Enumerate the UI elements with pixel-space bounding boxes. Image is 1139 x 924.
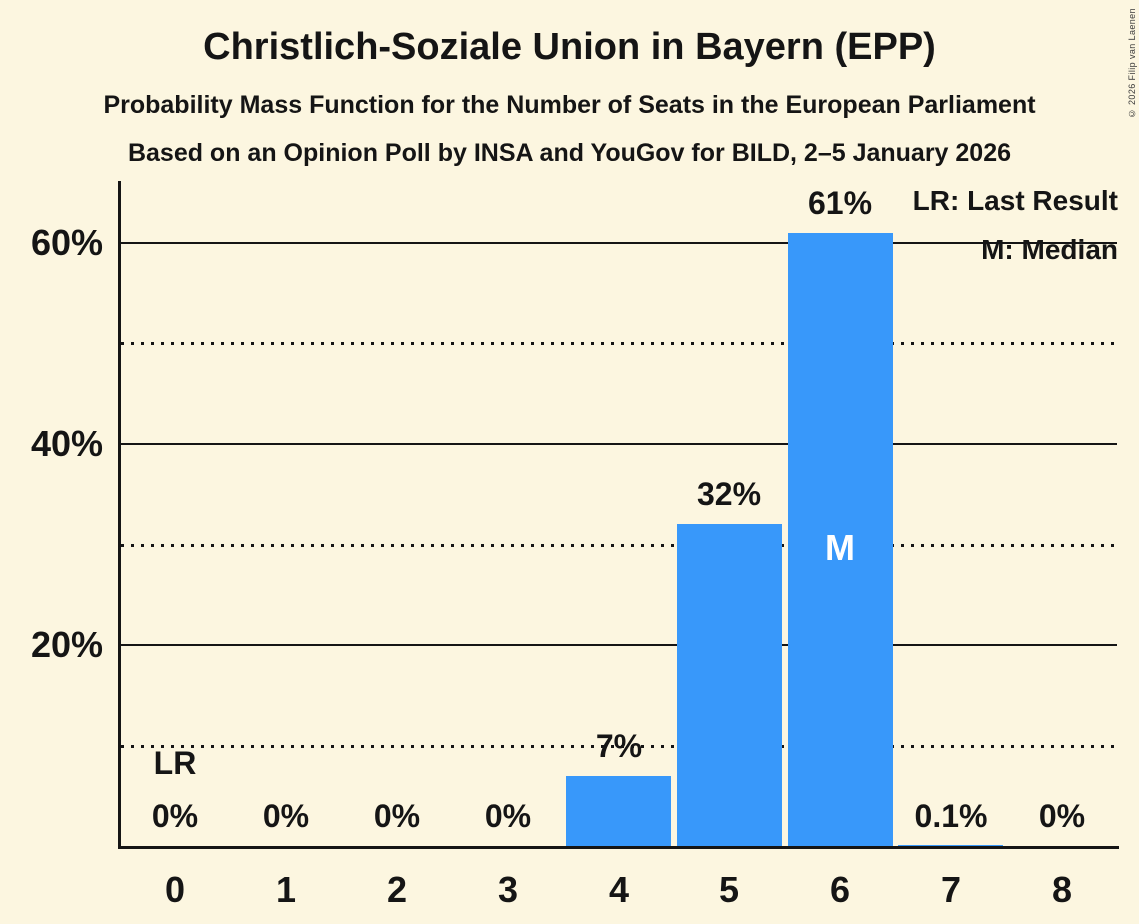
- chart-subtitle-line2: Based on an Opinion Poll by INSA and You…: [127, 139, 1012, 167]
- x-tick-label-2: 2: [386, 869, 408, 910]
- gridline-solid-40pct: [121, 443, 1117, 445]
- bar-seat-7: [898, 845, 1003, 846]
- x-tick-label-1: 1: [275, 869, 297, 910]
- x-tick-label-3: 3: [497, 869, 519, 910]
- bar-value-label-seat-7: 0.1%: [914, 798, 988, 834]
- x-tick-label-4: 4: [608, 869, 630, 910]
- y-axis-line: [118, 181, 121, 849]
- x-tick-label-7: 7: [940, 869, 962, 910]
- x-tick-label-5: 5: [718, 869, 740, 910]
- bar-value-label-seat-0: 0%: [151, 798, 199, 834]
- bar-value-label-seat-5: 32%: [696, 476, 762, 512]
- gridline-solid-20pct: [121, 644, 1117, 646]
- legend-last-result-label: LR: Last Result: [912, 185, 1118, 216]
- median-annotation: M: [825, 527, 855, 568]
- y-tick-label-60pct: 60%: [30, 222, 103, 263]
- y-tick-label-20pct: 20%: [30, 624, 103, 665]
- bar-value-label-seat-1: 0%: [262, 798, 310, 834]
- x-tick-label-8: 8: [1051, 869, 1073, 910]
- chart-subtitle-line1: Probability Mass Function for the Number…: [103, 91, 1036, 119]
- bar-seat-5: [677, 524, 782, 846]
- bar-value-label-seat-2: 0%: [373, 798, 421, 834]
- gridline-solid-60pct: [121, 242, 1117, 244]
- gridline-dotted-10pct: [121, 745, 1117, 748]
- legend-median-label: M: Median: [981, 234, 1118, 265]
- x-tick-label-0: 0: [164, 869, 186, 910]
- chart-title: Christlich-Soziale Union in Bayern (EPP): [203, 26, 936, 68]
- bar-seat-4: [566, 776, 671, 846]
- bar-value-label-seat-8: 0%: [1038, 798, 1086, 834]
- bar-seat-6: [788, 233, 893, 846]
- bar-value-label-seat-3: 0%: [484, 798, 532, 834]
- y-tick-label-40pct: 40%: [30, 423, 103, 464]
- gridline-dotted-30pct: [121, 544, 1117, 547]
- last-result-annotation: LR: [153, 745, 197, 781]
- gridline-dotted-50pct: [121, 342, 1117, 345]
- x-axis-line: [118, 846, 1119, 849]
- x-tick-label-6: 6: [829, 869, 851, 910]
- bar-value-label-seat-6: 61%: [807, 185, 873, 221]
- copyright-notice: © 2026 Filip van Laenen: [1127, 8, 1137, 119]
